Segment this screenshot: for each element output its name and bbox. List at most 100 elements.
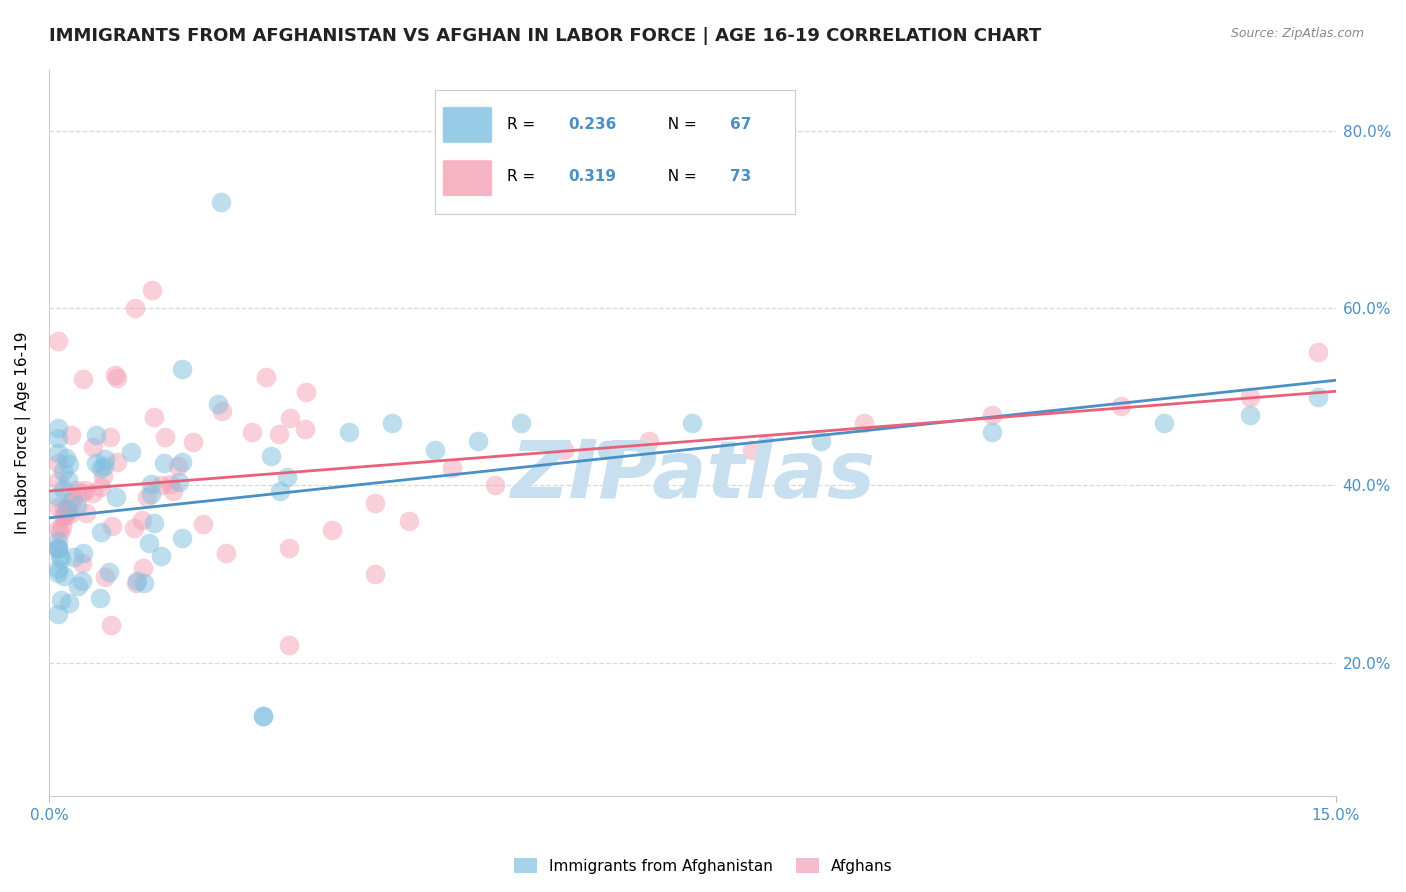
Point xyxy=(278,410,301,425)
Point xyxy=(741,442,763,457)
Point xyxy=(509,417,531,431)
Point xyxy=(58,473,80,487)
Point xyxy=(59,494,82,508)
Point xyxy=(167,475,190,489)
Point xyxy=(254,370,277,384)
Point xyxy=(167,459,190,474)
Point xyxy=(46,334,69,348)
Point xyxy=(259,450,281,464)
Point xyxy=(84,428,107,442)
Point xyxy=(51,520,73,534)
Point xyxy=(252,709,274,723)
Point xyxy=(52,464,75,478)
Point xyxy=(82,486,104,500)
Point xyxy=(1308,390,1330,404)
Point xyxy=(104,490,127,504)
Point xyxy=(62,549,84,564)
Point xyxy=(211,404,233,418)
Text: ZIPatlas: ZIPatlas xyxy=(510,437,875,515)
Point xyxy=(46,534,69,549)
Point xyxy=(170,455,193,469)
Point xyxy=(49,524,72,539)
Point xyxy=(1109,399,1132,413)
Point xyxy=(55,506,77,520)
Point xyxy=(90,480,112,494)
Point xyxy=(70,486,93,500)
Point xyxy=(52,569,75,583)
Point xyxy=(981,408,1004,422)
Point xyxy=(72,546,94,560)
Point xyxy=(159,476,181,491)
Point xyxy=(70,557,93,571)
Point xyxy=(981,425,1004,440)
Y-axis label: In Labor Force | Age 16-19: In Labor Force | Age 16-19 xyxy=(15,331,31,533)
Point xyxy=(269,484,291,499)
Point xyxy=(52,483,75,497)
Point xyxy=(90,461,112,475)
Point xyxy=(381,417,404,431)
Point xyxy=(638,434,661,449)
Point xyxy=(276,470,298,484)
Point xyxy=(172,531,194,545)
Point xyxy=(105,371,128,385)
Point xyxy=(852,417,875,431)
Point xyxy=(72,372,94,386)
Point xyxy=(55,450,77,465)
Point xyxy=(423,442,446,457)
Point xyxy=(193,517,215,532)
Point xyxy=(810,434,832,449)
Point xyxy=(131,513,153,527)
Point xyxy=(46,491,69,505)
Point xyxy=(46,421,69,435)
Point xyxy=(183,434,205,449)
Point xyxy=(46,541,69,555)
Point xyxy=(295,384,318,399)
Point xyxy=(90,524,112,539)
Point xyxy=(135,491,157,505)
Point xyxy=(53,508,76,522)
Point xyxy=(82,440,104,454)
Point xyxy=(252,709,274,723)
Point xyxy=(75,506,97,520)
Point xyxy=(139,476,162,491)
Point xyxy=(100,430,122,444)
Point xyxy=(46,500,69,515)
Point xyxy=(278,638,301,652)
Point xyxy=(104,368,127,382)
Point xyxy=(120,445,142,459)
Point xyxy=(46,457,69,471)
Point xyxy=(58,458,80,472)
Point xyxy=(89,591,111,606)
Point xyxy=(66,579,89,593)
Point xyxy=(681,417,703,431)
Point xyxy=(101,519,124,533)
Point xyxy=(215,546,238,560)
Point xyxy=(94,569,117,583)
Point xyxy=(124,301,146,315)
Text: IMMIGRANTS FROM AFGHANISTAN VS AFGHAN IN LABOR FORCE | AGE 16-19 CORRELATION CHA: IMMIGRANTS FROM AFGHANISTAN VS AFGHAN IN… xyxy=(49,27,1042,45)
Point xyxy=(73,483,96,497)
Point xyxy=(278,541,301,555)
Point xyxy=(46,541,69,555)
Point xyxy=(125,575,148,590)
Text: Source: ZipAtlas.com: Source: ZipAtlas.com xyxy=(1230,27,1364,40)
Point xyxy=(49,552,72,566)
Point xyxy=(467,434,489,449)
Point xyxy=(553,442,575,457)
Point xyxy=(484,478,506,492)
Point xyxy=(240,425,263,439)
Point xyxy=(132,560,155,574)
Point xyxy=(141,283,163,297)
Point xyxy=(93,451,115,466)
Point xyxy=(124,520,146,534)
Point xyxy=(58,508,80,523)
Point xyxy=(97,566,120,580)
Point xyxy=(441,460,464,475)
Point xyxy=(141,487,163,501)
Point xyxy=(149,549,172,564)
Point xyxy=(150,478,173,492)
Point xyxy=(65,483,87,497)
Point xyxy=(62,491,84,506)
Point xyxy=(143,409,166,424)
Point xyxy=(46,566,69,580)
